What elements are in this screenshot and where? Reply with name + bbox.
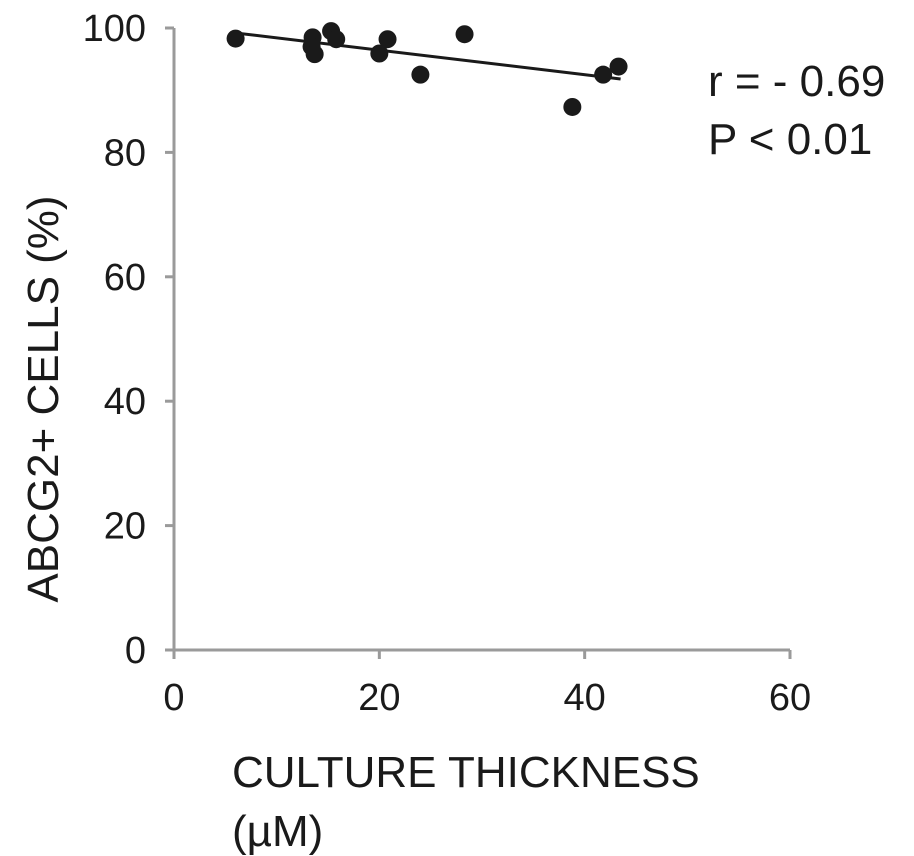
y-tick-label: 0	[125, 630, 146, 672]
data-point	[327, 30, 346, 49]
data-point	[378, 30, 397, 49]
y-tick-label: 20	[104, 506, 146, 548]
trend-line	[235, 31, 621, 81]
y-tick-label: 60	[104, 257, 146, 299]
x-tick-label: 40	[564, 677, 606, 719]
correlation-r-annotation: r = - 0.69	[708, 57, 885, 106]
x-tick-label: 20	[358, 677, 400, 719]
data-point	[411, 65, 430, 84]
y-tick-label: 100	[83, 8, 146, 50]
data-point	[609, 57, 628, 76]
data-point	[455, 25, 474, 44]
p-value-annotation: P < 0.01	[708, 115, 872, 164]
data-point	[563, 97, 582, 116]
x-axis-title-line-2: (µM)	[232, 807, 323, 856]
x-tick-label: 0	[163, 677, 184, 719]
data-point	[226, 29, 245, 48]
x-ticks: 0 20 40 60	[163, 650, 811, 719]
x-tick-label: 60	[769, 677, 811, 719]
y-ticks: 0 20 40 60 80 100	[83, 8, 174, 672]
data-point	[370, 44, 389, 63]
x-axis-title-line-1: CULTURE THICKNESS	[232, 748, 700, 797]
data-point	[594, 65, 613, 84]
y-tick-label: 80	[104, 132, 146, 174]
data-points	[226, 22, 628, 116]
axes	[172, 28, 790, 652]
data-point	[305, 45, 324, 64]
y-axis-title: ABCG2+ CELLS (%)	[19, 195, 68, 602]
y-tick-label: 40	[104, 381, 146, 423]
